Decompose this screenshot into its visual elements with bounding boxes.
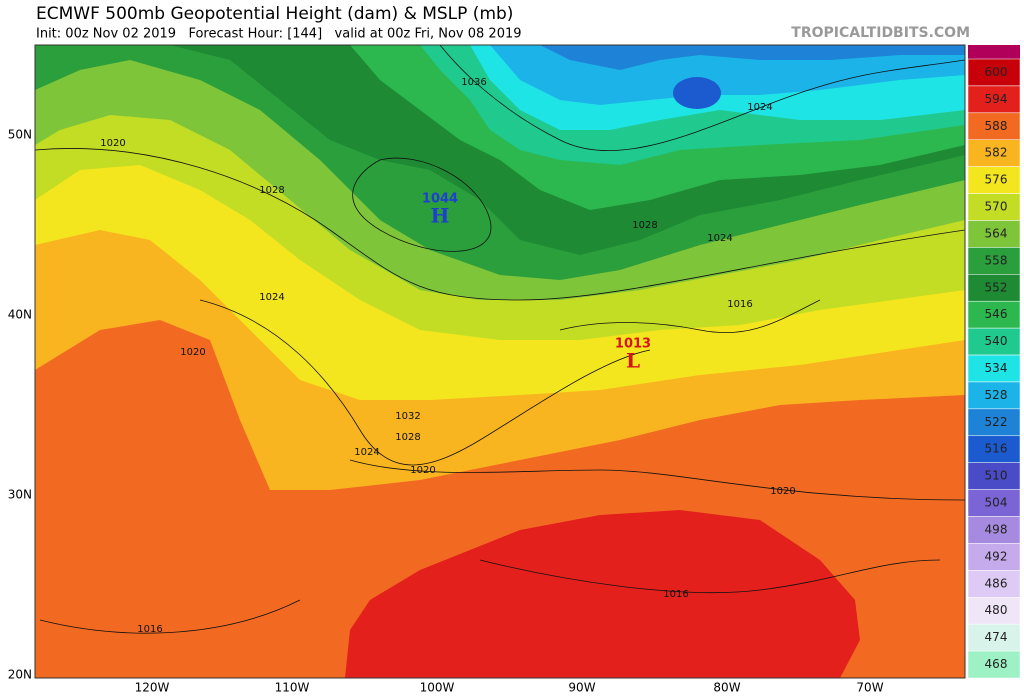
colorbar-cell: [967, 435, 1021, 463]
colorbar-cell: [967, 220, 1021, 248]
credit: TROPICALTIDBITS.COM: [791, 25, 970, 41]
isobar-label: 1028: [395, 432, 420, 443]
latitude-label: 40N: [8, 308, 32, 322]
colorbar-label: 498: [985, 522, 1008, 536]
colorbar-cell: [967, 354, 1021, 383]
colorbar-cell: [967, 623, 1021, 652]
colorbar-label: 468: [985, 657, 1008, 671]
isobar-label: 1028: [259, 185, 284, 196]
latitude-label: 50N: [8, 128, 32, 142]
colorbar-label: 510: [985, 469, 1008, 483]
colorbar-label: 486: [985, 576, 1008, 590]
latitude-label: 20N: [8, 668, 32, 682]
colorbar-label: 576: [985, 173, 1008, 187]
colorbar-cell: [967, 381, 1021, 410]
band-594: [345, 510, 860, 678]
map-frame: [34, 44, 966, 679]
colorbar-cell: [967, 300, 1021, 329]
colorbar-cell: [967, 570, 1021, 598]
isobar-label: 1016: [137, 624, 162, 635]
colorbar-label: 570: [985, 200, 1008, 214]
colorbar-cell: [967, 166, 1021, 194]
colorbar-cell: [967, 327, 1021, 356]
colorbar-label: 504: [985, 496, 1008, 510]
colorbar-cell: [967, 85, 1021, 114]
height-bands: [34, 44, 966, 679]
colorbar-label: 552: [985, 280, 1008, 294]
isobar-label: 1020: [770, 486, 795, 497]
pressure-center-value: 1044: [422, 192, 458, 207]
isobar-label: 1028: [632, 220, 657, 231]
colorbar-cell: [967, 139, 1021, 167]
longitude-label: 90W: [568, 681, 595, 695]
colorbar-cell: [967, 112, 1021, 140]
colorbar-label: 546: [985, 307, 1008, 321]
latitude-label: 30N: [8, 488, 32, 502]
colorbar-label: 522: [985, 415, 1008, 429]
colorbar-label: 534: [985, 361, 1008, 375]
colorbar-label: 564: [985, 226, 1008, 240]
colorbar-cell: [967, 193, 1021, 221]
colorbar-label: 558: [985, 253, 1008, 267]
isobar-label: 1024: [354, 447, 379, 458]
isobar-label: 1032: [395, 411, 420, 422]
isobar-label: 1024: [747, 102, 772, 113]
longitude-label: 110W: [275, 681, 310, 695]
colorbar-cell: [967, 274, 1021, 302]
colorbar-label: 600: [985, 65, 1008, 79]
colorbar-label: 480: [985, 603, 1008, 617]
longitude-label: 100W: [420, 681, 455, 695]
pressure-center-letter: L: [626, 349, 640, 373]
isobar-label: 1036: [461, 77, 486, 88]
isobar-label: 1016: [663, 589, 688, 600]
band-522: [540, 45, 965, 70]
isobar-label: 1020: [410, 465, 435, 476]
pressure-center-value: 1013: [615, 337, 651, 352]
isobar-label: 1020: [180, 347, 205, 358]
subtitle: Init: 00z Nov 02 2019 Forecast Hour: [14…: [36, 27, 522, 42]
colorbar-label: 528: [985, 388, 1008, 402]
band-516: [673, 77, 721, 109]
colorbar-label: 540: [985, 334, 1008, 348]
isobars: [35, 45, 965, 634]
colorbar-cell: [967, 408, 1021, 437]
colorbar-label: 588: [985, 119, 1008, 133]
colorbar-label: 594: [985, 92, 1008, 106]
isobar-label: 1024: [259, 292, 284, 303]
longitude-label: 70W: [856, 681, 883, 695]
colorbar-label: 474: [985, 630, 1008, 644]
longitude-label: 80W: [713, 681, 740, 695]
isobar-label: 1020: [100, 138, 125, 149]
colorbar-cap: [968, 45, 1020, 59]
isobar-label: 1016: [727, 299, 752, 310]
pressure-center-letter: H: [431, 204, 450, 228]
colorbar-label: 582: [985, 146, 1008, 160]
colorbar-cell: [967, 650, 1021, 679]
colorbar-cell: [967, 247, 1021, 275]
colorbar-label: 492: [985, 549, 1008, 563]
longitude-label: 120W: [135, 681, 170, 695]
isobar-label: 1024: [707, 233, 732, 244]
title: ECMWF 500mb Geopotential Height (dam) & …: [36, 4, 513, 24]
colorbar-cell: [967, 543, 1021, 571]
colorbar-label: 516: [985, 442, 1008, 456]
